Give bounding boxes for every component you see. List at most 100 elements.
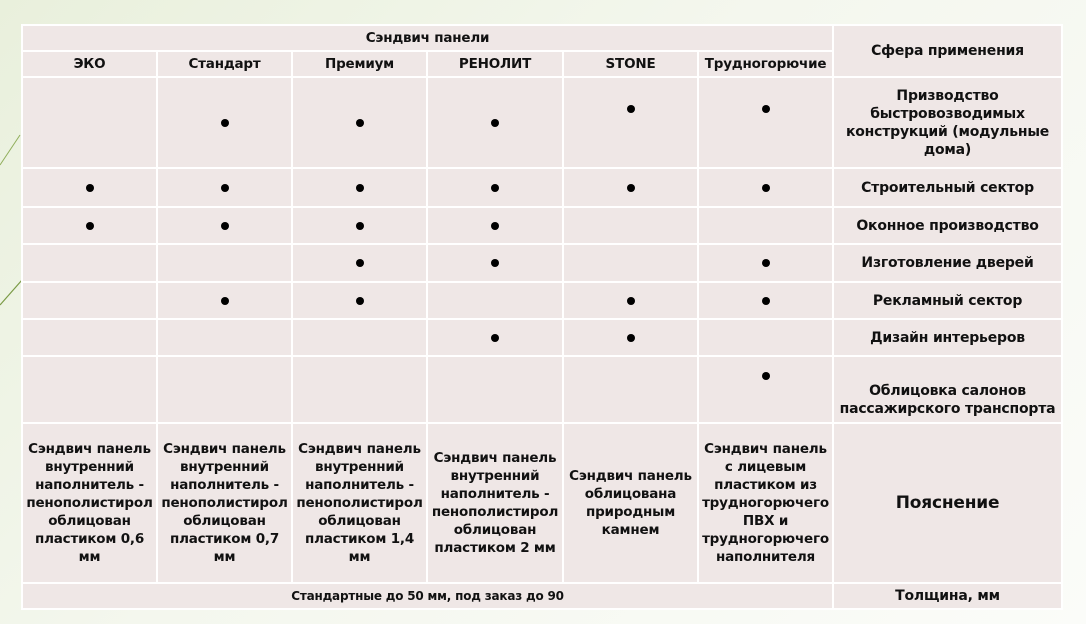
mark-cell (426, 281, 564, 320)
bullet-mark (220, 183, 229, 192)
column-header: Трудногорючие (696, 50, 835, 78)
mark-cell (696, 243, 835, 283)
application-label: Изготовление дверей (832, 243, 1064, 283)
sandwich-panels-table: Сэндвич панели Сфера применения ЭКО Стан… (20, 24, 1064, 610)
mark-cell (156, 281, 293, 320)
application-label: Оконное производство (832, 206, 1064, 245)
table-row: Облицовка салонов пассажирского транспор… (21, 355, 1064, 424)
thickness-label: Толщина, мм (832, 582, 1064, 610)
bullet-mark (491, 183, 499, 192)
mark-cell (156, 243, 293, 283)
bullet-mark (355, 118, 364, 127)
mark-cell (562, 318, 699, 357)
application-label: Рекламный сектор (832, 281, 1064, 320)
explanation-cell: Сэндвич панель внутренний наполнитель - … (426, 422, 564, 584)
explanation-row: Сэндвич панель внутренний наполнитель - … (21, 422, 1064, 584)
bullet-mark (85, 221, 94, 230)
mark-cell (21, 243, 158, 283)
mark-cell (156, 167, 293, 208)
mark-cell (21, 167, 158, 208)
mark-cell (426, 318, 564, 357)
mark-cell (156, 318, 293, 357)
bullet-mark (491, 221, 499, 230)
bullet-mark (626, 296, 635, 305)
bullet-mark (355, 221, 364, 230)
mark-cell (696, 76, 835, 169)
explanation-cell: Сэндвич панель внутренний наполнитель - … (291, 422, 428, 584)
bullet-mark (761, 183, 770, 192)
mark-cell (291, 355, 428, 424)
mark-cell (426, 355, 564, 424)
mark-cell (562, 76, 699, 169)
column-header: РЕНОЛИТ (426, 50, 564, 78)
bullet-mark (626, 104, 635, 113)
table-row: Дизайн интерьеров (21, 318, 1064, 357)
mark-cell (21, 355, 158, 424)
bullet-mark (355, 183, 364, 192)
mark-cell (562, 167, 699, 208)
table-row: Рекламный сектор (21, 281, 1064, 320)
mark-cell (696, 318, 835, 357)
mark-cell (562, 281, 699, 320)
mark-cell (21, 318, 158, 357)
mark-cell (291, 281, 428, 320)
mark-cell (291, 318, 428, 357)
application-label: Дизайн интерьеров (832, 318, 1064, 357)
thickness-value: Стандартные до 50 мм, под заказ до 90 (20, 582, 835, 610)
mark-cell (696, 281, 835, 320)
mark-cell (291, 76, 428, 169)
explanation-cell: Сэндвич панель внутренний наполнитель - … (21, 422, 158, 584)
explanation-cell: Сэндвич панель внутренний наполнитель - … (156, 422, 293, 584)
mark-cell (426, 76, 564, 169)
bullet-mark (355, 296, 364, 305)
mark-cell (426, 243, 564, 283)
column-headers: ЭКО Стандарт Премиум РЕНОЛИТ STONE Трудн… (21, 50, 1062, 78)
application-label: Облицовка салонов пассажирского транспор… (832, 355, 1064, 424)
application-label: Строительный сектор (832, 167, 1064, 208)
mark-cell (426, 167, 564, 208)
mark-cell (156, 206, 293, 245)
bullet-mark (761, 371, 770, 380)
bullet-mark (491, 259, 499, 267)
bullet-mark (761, 104, 770, 113)
mark-cell (696, 167, 835, 208)
bullet-mark (491, 118, 499, 127)
explanation-cell: Сэндвич панель с лицевым пластиком из тр… (696, 422, 835, 584)
decorative-lines (0, 134, 23, 306)
mark-cell (291, 206, 428, 245)
column-header: ЭКО (21, 50, 158, 78)
bullet-mark (85, 183, 94, 192)
explanation-label: Пояснение (832, 422, 1064, 584)
table-row: Оконное производство (21, 206, 1064, 245)
bullet-mark (355, 259, 364, 267)
bullet-mark (220, 296, 229, 305)
table-row: Строительный сектор (21, 167, 1064, 208)
mark-cell (562, 243, 699, 283)
mark-cell (21, 206, 158, 245)
mark-cell (156, 76, 293, 169)
table-row: Призводство быстровозводимых конструкций… (21, 76, 1064, 169)
column-header: Стандарт (156, 50, 293, 78)
mark-cell (696, 355, 835, 424)
mark-cell (291, 167, 428, 208)
bullet-mark (220, 118, 229, 127)
column-header: Премиум (291, 50, 428, 78)
explanation-cell: Сэндвич панель облицована природным камн… (562, 422, 699, 584)
column-header: STONE (562, 50, 699, 78)
table-row: Изготовление дверей (21, 243, 1064, 283)
bullet-mark (491, 333, 499, 342)
mark-cell (291, 243, 428, 283)
bullet-mark (220, 221, 229, 230)
sphere-header: Сфера применения (832, 24, 1064, 78)
mark-cell (21, 76, 158, 169)
thickness-row: Стандартные до 50 мм, под заказ до 90 То… (20, 582, 1064, 610)
mark-cell (156, 355, 293, 424)
mark-cell (426, 206, 564, 245)
bullet-mark (761, 259, 770, 267)
bullet-mark (626, 333, 635, 342)
mark-cell (21, 281, 158, 320)
application-label: Призводство быстровозводимых конструкций… (832, 76, 1064, 169)
mark-cell (696, 206, 835, 245)
table-title: Сэндвич панели (20, 24, 835, 52)
bullet-mark (626, 183, 635, 192)
